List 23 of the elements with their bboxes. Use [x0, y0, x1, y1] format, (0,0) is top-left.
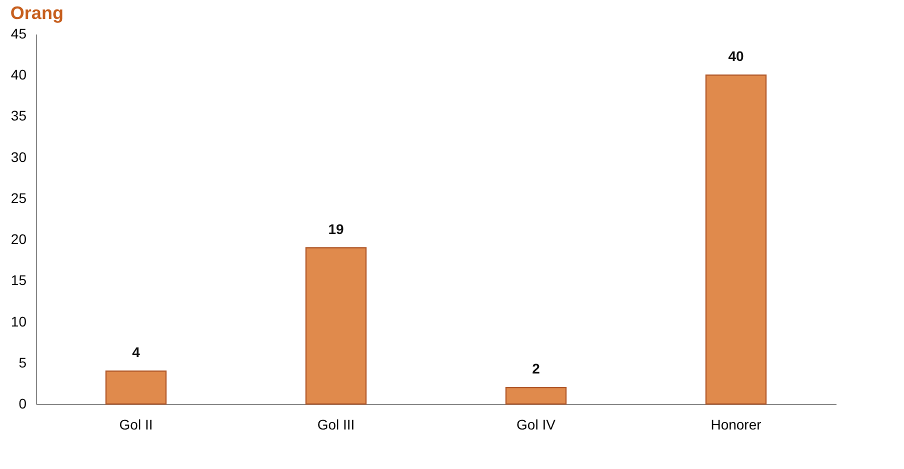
x-tick-label: Gol III	[317, 416, 355, 432]
y-tick-label: 30	[10, 148, 27, 165]
y-tick-label: 35	[10, 108, 27, 124]
y-tick-label: 0	[18, 396, 27, 412]
y-tick-label: 10	[10, 313, 27, 330]
data-label: 2	[532, 360, 540, 377]
x-tick-label: Gol IV	[516, 416, 556, 432]
x-tick-label: Gol II	[119, 416, 153, 432]
bar	[305, 247, 367, 405]
y-tick-label: 5	[18, 354, 27, 370]
data-label: 19	[328, 220, 344, 237]
y-tick-label: 15	[10, 272, 27, 288]
x-tick-label: Honorer	[710, 416, 762, 432]
data-label: 40	[728, 48, 744, 64]
bar	[505, 386, 567, 405]
bar	[105, 370, 167, 405]
bar	[705, 74, 767, 405]
y-tick-label: 45	[10, 26, 27, 42]
chart-title: Orang	[10, 3, 64, 23]
y-tick-label: 20	[10, 231, 27, 248]
data-label: 4	[132, 344, 140, 360]
y-tick-label: 25	[10, 190, 27, 206]
y-tick-label: 40	[10, 66, 27, 83]
